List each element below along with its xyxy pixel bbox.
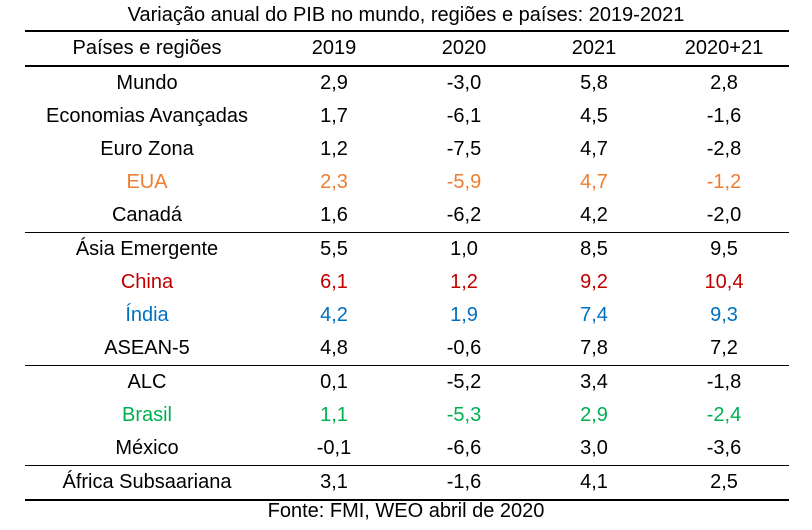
row-value: 2,8	[710, 72, 738, 94]
row-label: Economias Avançadas	[46, 105, 248, 127]
row-value: -7,5	[446, 138, 482, 160]
row-value: 3,1	[269, 465, 399, 501]
row-value: 6,1	[320, 271, 348, 293]
row-value: 1,0	[399, 232, 529, 266]
row-value: 4,7	[580, 138, 608, 160]
row-value: 4,1	[529, 465, 659, 501]
row-label: Mundo	[116, 72, 178, 94]
row-value: 1,9	[450, 304, 478, 326]
row-value: -6,6	[446, 437, 482, 459]
row-value: -0,1	[316, 437, 352, 459]
row-value: -5,9	[446, 171, 482, 193]
row-value: -1,2	[706, 171, 742, 193]
row-value: 9,2	[580, 271, 608, 293]
source-note: Fonte: FMI, WEO abril de 2020	[267, 500, 545, 522]
table-row: Mundo 2,9 -3,0 5,8 2,8	[25, 66, 789, 100]
row-value: 4,8	[320, 337, 348, 359]
row-value: 2,9	[580, 404, 608, 426]
table-header: Países e regiões 2019 2020 2021 2020+21	[25, 31, 789, 66]
header-row: Países e regiões 2019 2020 2021 2020+21	[25, 31, 789, 66]
row-value: 2,5	[659, 465, 789, 501]
row-label: África Subsaariana	[25, 465, 269, 501]
row-value: 1,7	[320, 105, 348, 127]
row-label: Canadá	[111, 204, 183, 226]
row-value: 4,2	[580, 204, 608, 226]
table-title: Variação anual do PIB no mundo, regiões …	[127, 4, 685, 26]
header-2021: 2021	[571, 37, 617, 59]
table-row: China 6,1 1,2 9,2 10,4	[25, 266, 789, 299]
row-value: 5,5	[269, 232, 399, 266]
row-value: 1,2	[320, 138, 348, 160]
table-row: Brasil 1,1 -5,3 2,9 -2,4	[25, 399, 789, 432]
row-label: China	[120, 271, 174, 293]
table-row: Índia 4,2 1,9 7,4 9,3	[25, 299, 789, 332]
table-row: Economias Avançadas 1,7 -6,1 4,5 -1,6	[25, 100, 789, 133]
row-value: -6,1	[446, 105, 482, 127]
gdp-table: Países e regiões 2019 2020 2021 2020+21 …	[25, 30, 789, 501]
row-value: -2,8	[706, 138, 742, 160]
row-value: 3,0	[580, 437, 608, 459]
row-value: 10,4	[704, 271, 744, 293]
row-label: Índia	[125, 304, 169, 326]
row-label: ASEAN-5	[104, 337, 190, 359]
table-row: México -0,1 -6,6 3,0 -3,6	[25, 432, 789, 466]
row-value: -1,8	[659, 365, 789, 399]
row-label: EUA	[126, 171, 168, 193]
row-label: Brasil	[121, 404, 172, 426]
row-value: 2,3	[320, 171, 348, 193]
row-value: 4,7	[580, 171, 608, 193]
row-value: 3,4	[529, 365, 659, 399]
header-2019: 2019	[311, 37, 357, 59]
header-region: Países e regiões	[72, 37, 222, 59]
row-value: 1,1	[320, 404, 348, 426]
row-value: 4,5	[580, 105, 608, 127]
table-row: África Subsaariana 3,1 -1,6 4,1 2,5	[25, 465, 789, 501]
row-value: 9,3	[710, 304, 738, 326]
table-body: Mundo 2,9 -3,0 5,8 2,8 Economias Avançadas 1,7…	[25, 66, 789, 501]
row-value: 4,2	[320, 304, 348, 326]
row-value: 5,8	[580, 72, 608, 94]
table-row: ASEAN-5 4,8 -0,6 7,8 7,2	[25, 332, 789, 366]
row-value: -5,2	[399, 365, 529, 399]
row-value: -5,3	[446, 404, 482, 426]
row-value: 8,5	[529, 232, 659, 266]
row-value: 7,4	[580, 304, 608, 326]
row-label: Ásia Emergente	[25, 232, 269, 266]
row-value: 7,8	[580, 337, 608, 359]
row-value: 2,9	[320, 72, 348, 94]
table-row: Ásia Emergente 5,5 1,0 8,5 9,5	[25, 232, 789, 266]
table-row: Euro Zona 1,2 -7,5 4,7 -2,8	[25, 133, 789, 166]
table-row: ALC 0,1 -5,2 3,4 -1,8	[25, 365, 789, 399]
row-value: 0,1	[269, 365, 399, 399]
row-value: -1,6	[399, 465, 529, 501]
row-value: -6,2	[446, 204, 482, 226]
row-label: ALC	[25, 365, 269, 399]
row-value: -2,4	[706, 404, 742, 426]
row-value: -0,6	[446, 337, 482, 359]
row-value: 7,2	[710, 337, 738, 359]
row-value: -3,0	[446, 72, 482, 94]
table-row: EUA 2,3 -5,9 4,7 -1,2	[25, 166, 789, 199]
row-label: Euro Zona	[100, 138, 194, 160]
row-value: 1,2	[450, 271, 478, 293]
row-value: -1,6	[706, 105, 742, 127]
row-label: México	[115, 437, 179, 459]
row-value: 9,5	[659, 232, 789, 266]
row-value: 1,6	[320, 204, 348, 226]
row-value: -2,0	[706, 204, 742, 226]
table-row: Canadá 1,6 -6,2 4,2 -2,0	[25, 199, 789, 233]
row-value: -3,6	[706, 437, 742, 459]
header-2020-21: 2020+21	[684, 37, 764, 59]
header-2020: 2020	[441, 37, 487, 59]
